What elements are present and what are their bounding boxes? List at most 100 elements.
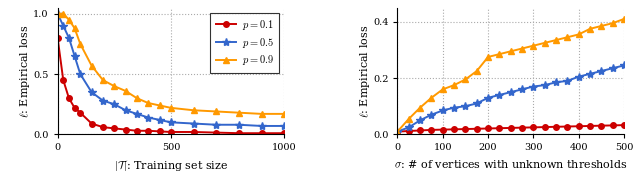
$p = 0.5$ — [133, 113, 141, 115]
$p = 0.5$ — [586, 73, 594, 75]
$p = 0.9$ — [495, 53, 503, 55]
$p = 0.9$ — [65, 19, 73, 21]
Line: $p = 0.1$: $p = 0.1$ — [395, 122, 627, 134]
$p = 0.5$ — [450, 107, 458, 109]
$p = 0.5$ — [122, 109, 129, 111]
$p = 0.9$ — [54, 12, 61, 15]
$p = 0.1$ — [586, 125, 594, 127]
X-axis label: $|\mathcal{T}|$: Training set size: $|\mathcal{T}|$: Training set size — [114, 158, 228, 173]
$p = 0.1$ — [394, 130, 401, 133]
$p = 0.1$ — [280, 132, 288, 134]
Y-axis label: $\ell$: Empirical loss: $\ell$: Empirical loss — [358, 24, 372, 118]
$p = 0.1$ — [575, 125, 582, 127]
$p = 0.9$ — [541, 42, 548, 44]
$p = 0.5$ — [461, 105, 469, 107]
$p = 0.1$ — [609, 124, 616, 127]
$p = 0.9$ — [563, 36, 571, 38]
$p = 0.5$ — [518, 88, 526, 90]
$p = 0.5$ — [76, 73, 84, 75]
$p = 0.9$ — [258, 113, 266, 115]
$p = 0.5$ — [65, 37, 73, 39]
$p = 0.9$ — [122, 90, 129, 92]
Line: $p = 0.1$: $p = 0.1$ — [55, 35, 287, 136]
$p = 0.1$ — [99, 126, 107, 128]
$p = 0.1$ — [76, 112, 84, 114]
$p = 0.9$ — [575, 33, 582, 36]
$p = 0.9$ — [461, 78, 469, 81]
$p = 0.1$ — [65, 97, 73, 99]
$p = 0.5$ — [405, 126, 413, 128]
$p = 0.9$ — [76, 43, 84, 45]
$p = 0.5$ — [110, 103, 118, 105]
Line: $p = 0.5$: $p = 0.5$ — [393, 61, 628, 136]
$p = 0.9$ — [167, 107, 175, 109]
$p = 0.1$ — [60, 79, 67, 81]
$p = 0.9$ — [235, 112, 243, 114]
$p = 0.1$ — [145, 130, 152, 132]
$p = 0.1$ — [450, 128, 458, 131]
$p = 0.1$ — [428, 129, 435, 131]
$p = 0.1$ — [416, 129, 424, 132]
$p = 0.5$ — [167, 121, 175, 123]
$p = 0.9$ — [71, 27, 79, 29]
$p = 0.9$ — [212, 110, 220, 113]
$p = 0.9$ — [280, 113, 288, 115]
$p = 0.1$ — [518, 127, 526, 129]
$p = 0.5$ — [541, 84, 548, 86]
$p = 0.1$ — [473, 128, 481, 130]
Y-axis label: $\ell$: Empirical loss: $\ell$: Empirical loss — [18, 24, 32, 118]
$p = 0.9$ — [609, 22, 616, 24]
$p = 0.5$ — [575, 75, 582, 78]
$p = 0.9$ — [552, 39, 560, 41]
$p = 0.1$ — [167, 131, 175, 133]
$p = 0.5$ — [507, 91, 515, 93]
$p = 0.1$ — [88, 122, 95, 125]
$p = 0.9$ — [394, 130, 401, 133]
$p = 0.1$ — [258, 132, 266, 134]
$p = 0.9$ — [586, 28, 594, 30]
$p = 0.5$ — [71, 55, 79, 57]
$p = 0.5$ — [212, 124, 220, 126]
$p = 0.9$ — [598, 25, 605, 27]
$p = 0.1$ — [71, 107, 79, 109]
$p = 0.1$ — [507, 127, 515, 129]
$p = 0.5$ — [563, 80, 571, 82]
$p = 0.5$ — [495, 94, 503, 96]
$p = 0.9$ — [428, 97, 435, 99]
Line: $p = 0.5$: $p = 0.5$ — [53, 10, 289, 130]
$p = 0.1$ — [133, 130, 141, 132]
$p = 0.9$ — [110, 85, 118, 87]
$p = 0.9$ — [507, 50, 515, 52]
$p = 0.9$ — [450, 84, 458, 86]
$p = 0.9$ — [189, 109, 197, 111]
$p = 0.5$ — [145, 116, 152, 119]
$p = 0.5$ — [473, 102, 481, 105]
$p = 0.5$ — [416, 119, 424, 122]
$p = 0.9$ — [88, 65, 95, 67]
X-axis label: $\sigma$: # of vertices with unknown thresholds: $\sigma$: # of vertices with unknown thr… — [394, 158, 627, 170]
$p = 0.1$ — [552, 126, 560, 128]
$p = 0.9$ — [484, 56, 492, 58]
$p = 0.1$ — [405, 130, 413, 132]
$p = 0.9$ — [60, 12, 67, 15]
$p = 0.1$ — [235, 132, 243, 134]
$p = 0.1$ — [484, 127, 492, 130]
$p = 0.5$ — [620, 64, 628, 67]
$p = 0.5$ — [280, 125, 288, 127]
$p = 0.1$ — [620, 124, 628, 126]
$p = 0.5$ — [99, 99, 107, 102]
$p = 0.1$ — [439, 128, 447, 131]
$p = 0.9$ — [439, 88, 447, 90]
$p = 0.1$ — [563, 125, 571, 128]
$p = 0.5$ — [156, 119, 163, 121]
$p = 0.1$ — [598, 125, 605, 127]
$p = 0.1$ — [110, 127, 118, 130]
$p = 0.5$ — [235, 124, 243, 126]
$p = 0.5$ — [258, 125, 266, 127]
Line: $p = 0.9$: $p = 0.9$ — [395, 16, 627, 134]
$p = 0.5$ — [54, 12, 61, 15]
Line: $p = 0.9$: $p = 0.9$ — [55, 11, 287, 117]
$p = 0.9$ — [620, 18, 628, 20]
$p = 0.5$ — [189, 122, 197, 125]
Legend: $p = 0.1$, $p = 0.5$, $p = 0.9$: $p = 0.1$, $p = 0.5$, $p = 0.9$ — [211, 13, 279, 73]
